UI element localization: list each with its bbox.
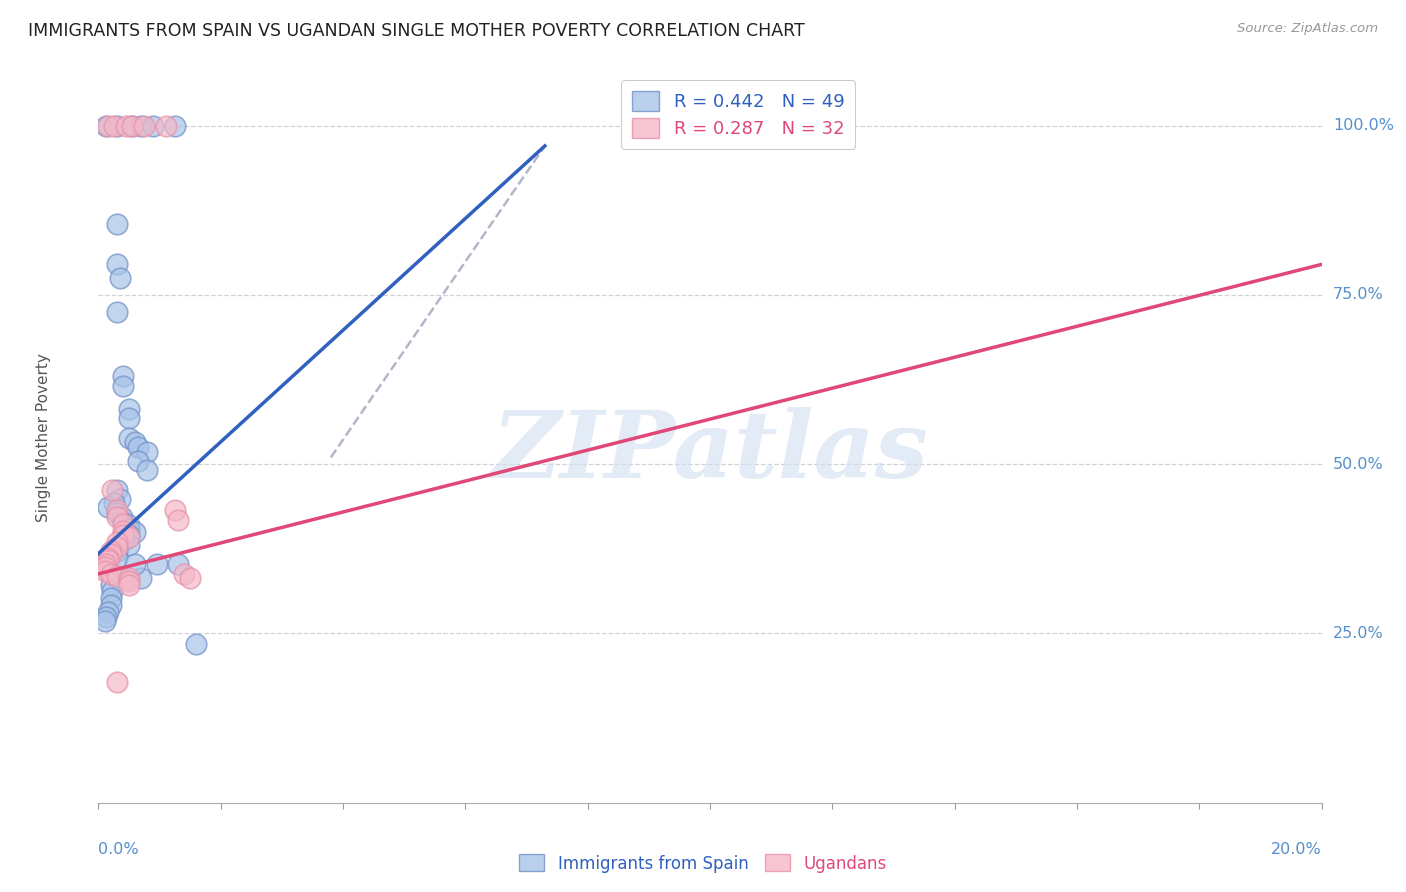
Point [118, 401, 141, 416]
Point [124, 558, 146, 572]
Point [97, 553, 120, 567]
Point [101, 483, 124, 497]
Text: Single Mother Poverty: Single Mother Poverty [37, 352, 51, 522]
Point [129, 571, 152, 585]
Point [111, 369, 134, 384]
Point [115, 119, 138, 133]
Point [118, 574, 141, 588]
Point [105, 535, 128, 549]
Text: 0.0%: 0.0% [98, 842, 139, 856]
Point [118, 528, 141, 542]
Point [118, 530, 141, 544]
Point [111, 516, 134, 531]
Point [173, 566, 195, 581]
Point [111, 528, 134, 542]
Text: IMMIGRANTS FROM SPAIN VS UGANDAN SINGLE MOTHER POVERTY CORRELATION CHART: IMMIGRANTS FROM SPAIN VS UGANDAN SINGLE … [28, 22, 804, 40]
Point [94, 119, 117, 133]
Point [167, 558, 190, 572]
Point [93, 560, 115, 574]
Point [100, 591, 122, 606]
Point [105, 571, 128, 585]
Point [155, 119, 177, 133]
Point [97, 564, 120, 578]
Point [105, 217, 128, 231]
Point [118, 578, 141, 592]
Point [129, 119, 152, 133]
Point [105, 540, 128, 554]
Text: ZIPatlas: ZIPatlas [492, 407, 928, 497]
Point [134, 119, 156, 133]
Point [118, 538, 141, 552]
Point [105, 506, 128, 520]
Point [118, 571, 141, 585]
Point [124, 435, 146, 450]
Text: 75.0%: 75.0% [1333, 287, 1384, 302]
Point [105, 305, 128, 319]
Point [118, 518, 141, 533]
Point [97, 550, 120, 565]
Text: 50.0%: 50.0% [1333, 457, 1384, 472]
Text: Source: ZipAtlas.com: Source: ZipAtlas.com [1237, 22, 1378, 36]
Point [105, 119, 128, 133]
Point [118, 521, 141, 535]
Point [101, 584, 124, 599]
Point [105, 257, 128, 271]
Point [179, 571, 201, 585]
Point [94, 558, 117, 572]
Point [105, 569, 128, 583]
Point [93, 564, 115, 578]
Point [111, 379, 134, 393]
Point [163, 503, 186, 517]
Point [97, 500, 120, 514]
Point [105, 550, 128, 565]
Point [111, 524, 134, 538]
Point [127, 440, 149, 454]
Point [105, 483, 128, 497]
Text: 25.0%: 25.0% [1333, 626, 1384, 641]
Point [111, 515, 134, 529]
Point [145, 558, 167, 572]
Text: 100.0%: 100.0% [1333, 118, 1393, 133]
Point [105, 510, 128, 524]
Point [118, 432, 141, 446]
Point [186, 637, 208, 651]
Point [121, 119, 143, 133]
Point [103, 496, 125, 510]
Point [108, 271, 131, 285]
Point [97, 119, 120, 133]
Point [105, 544, 128, 558]
Point [142, 119, 165, 133]
Point [163, 119, 186, 133]
Point [105, 675, 128, 690]
Text: 20.0%: 20.0% [1271, 842, 1322, 856]
Point [108, 492, 131, 507]
Point [103, 119, 125, 133]
Point [100, 547, 122, 561]
Point [136, 462, 159, 476]
Point [121, 119, 143, 133]
Point [167, 513, 190, 527]
Point [112, 533, 135, 547]
Legend: R = 0.442   N = 49, R = 0.287   N = 32: R = 0.442 N = 49, R = 0.287 N = 32 [621, 80, 855, 149]
Point [93, 615, 115, 629]
Point [136, 445, 159, 459]
Point [100, 598, 122, 612]
Point [127, 454, 149, 468]
Point [111, 510, 134, 524]
Point [100, 544, 122, 558]
Point [118, 411, 141, 425]
Point [105, 503, 128, 517]
Point [100, 566, 122, 581]
Legend: Immigrants from Spain, Ugandans: Immigrants from Spain, Ugandans [513, 847, 893, 880]
Point [97, 605, 120, 619]
Point [100, 578, 122, 592]
Point [94, 609, 117, 624]
Point [124, 524, 146, 539]
